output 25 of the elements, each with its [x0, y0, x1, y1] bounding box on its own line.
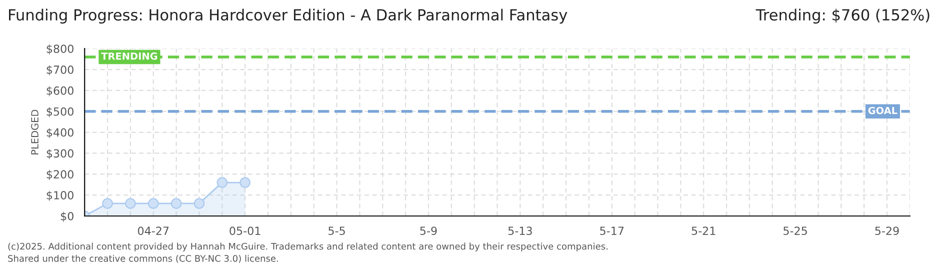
chart-subtitle: Trending: $760 (152%): [756, 8, 930, 24]
y-tick-label: $100: [46, 190, 74, 201]
y-axis-title: PLEDGED: [31, 110, 38, 154]
x-tick-label: 05-01: [230, 226, 260, 236]
x-tick-label: 5-25: [784, 226, 807, 236]
y-tick-label: $500: [46, 107, 74, 118]
x-tick-label: 5-13: [508, 226, 532, 236]
ref-line-label: TRENDING: [101, 52, 158, 60]
y-tick-label: $200: [46, 170, 74, 180]
ref-line-label: GOAL: [868, 106, 898, 114]
x-tick-label: 5-29: [875, 226, 899, 236]
x-tick-label: 5-17: [600, 226, 624, 236]
y-tick-label: $300: [46, 149, 74, 160]
chart-title: Funding Progress: Honora Hardcover Edition - A Dark Paranormal Fantasy: [9, 8, 568, 24]
text: (c)2025. Additional content provided by Hannah McGuire. Trademarks and related content are owned by their respective companies.: [8, 242, 608, 252]
x-tick-label: 5-5: [328, 226, 345, 236]
y-tick-label: $700: [46, 65, 74, 76]
x-tick-label: 5-9: [420, 226, 437, 236]
x-tick-label: 04-27: [138, 226, 169, 236]
y-tick-label: $600: [46, 86, 74, 96]
y-tick-label: $400: [46, 128, 74, 138]
text: Shared under the creative commons (CC BY-NC 3.0) license.: [8, 254, 278, 263]
y-tick-label: $0: [60, 212, 74, 222]
x-tick-label: 5-21: [692, 226, 716, 236]
y-tick-label: $800: [46, 44, 74, 54]
